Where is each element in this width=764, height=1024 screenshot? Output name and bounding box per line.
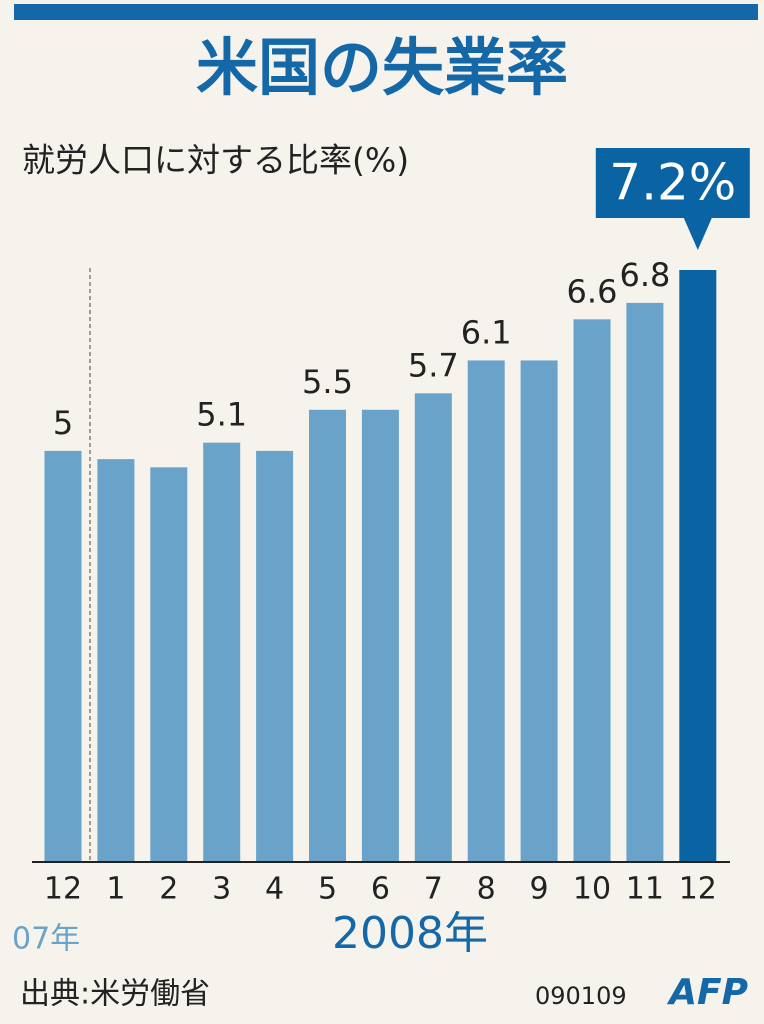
data-label: 6.8	[619, 256, 670, 294]
bar	[573, 319, 611, 862]
data-label: 7.2%	[609, 154, 736, 212]
top-stripe	[14, 4, 758, 20]
bar	[467, 360, 505, 862]
bar	[414, 393, 452, 862]
bar	[150, 467, 188, 862]
chart-title: 米国の失業率	[196, 31, 568, 104]
x-tick-label: 6	[371, 872, 390, 907]
bar	[679, 270, 717, 862]
x-tick-label: 1	[106, 872, 125, 907]
x-tick-label: 12	[679, 872, 717, 907]
label-callout	[595, 148, 750, 250]
year-label: 2008年	[332, 908, 488, 959]
date-code: 090109	[535, 982, 627, 1010]
bar	[309, 409, 346, 862]
data-label: 6.1	[461, 313, 512, 351]
x-tick-label: 2	[159, 872, 178, 907]
year-label: 07年	[12, 922, 80, 957]
subtitle: 就労人口に対する比率(%)	[22, 141, 409, 180]
x-tick-label: 7	[424, 872, 443, 907]
data-label: 6.6	[567, 272, 618, 310]
data-label: 5.7	[408, 346, 459, 384]
x-tick-label: 12	[44, 872, 82, 907]
data-label: 5	[53, 404, 73, 442]
bar	[520, 360, 558, 862]
x-tick-label: 9	[530, 872, 549, 907]
x-tick-label: 3	[212, 872, 231, 907]
x-tick-label: 5	[318, 872, 337, 907]
bar	[44, 450, 82, 862]
bar	[626, 302, 664, 862]
bar	[97, 459, 135, 862]
data-label: 5.1	[196, 396, 247, 434]
bar	[256, 450, 294, 862]
x-tick-label: 4	[265, 872, 284, 907]
data-label: 5.5	[302, 363, 353, 401]
x-tick-label: 8	[477, 872, 496, 907]
source: 出典:米労働省	[20, 977, 210, 1012]
bar	[361, 409, 399, 862]
x-tick-label: 11	[626, 872, 664, 907]
x-tick-label: 10	[573, 872, 611, 907]
credit: AFP	[666, 972, 748, 1013]
bar	[203, 442, 241, 862]
